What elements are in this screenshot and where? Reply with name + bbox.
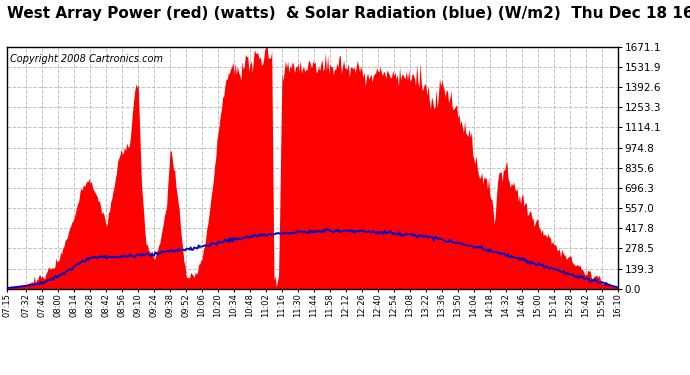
Text: Copyright 2008 Cartronics.com: Copyright 2008 Cartronics.com [10, 54, 163, 64]
Text: West Array Power (red) (watts)  & Solar Radiation (blue) (W/m2)  Thu Dec 18 16:2: West Array Power (red) (watts) & Solar R… [7, 6, 690, 21]
